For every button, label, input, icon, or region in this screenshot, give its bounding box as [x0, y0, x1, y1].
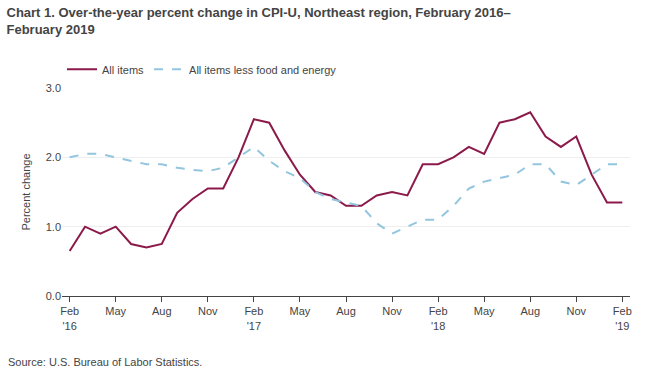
- svg-text:1.0: 1.0: [46, 221, 61, 233]
- svg-text:Nov: Nov: [198, 305, 218, 317]
- svg-text:May: May: [290, 305, 311, 317]
- svg-text:Feb'16: Feb'16: [60, 305, 79, 331]
- svg-text:May: May: [105, 305, 126, 317]
- svg-text:Feb'19: Feb'19: [613, 305, 632, 331]
- svg-text:Chart 1. Over-the-year percent: Chart 1. Over-the-year percent change in…: [7, 5, 511, 37]
- svg-text:2.0: 2.0: [46, 151, 61, 163]
- svg-text:All items: All items: [102, 64, 144, 76]
- svg-text:3.0: 3.0: [46, 82, 61, 94]
- svg-text:Aug: Aug: [520, 305, 540, 317]
- svg-text:Percent change: Percent change: [20, 153, 32, 230]
- svg-text:Feb'18: Feb'18: [429, 305, 448, 331]
- svg-text:Source: U.S. Bureau of Labor S: Source: U.S. Bureau of Labor Statistics.: [8, 356, 202, 368]
- svg-text:Nov: Nov: [566, 305, 586, 317]
- svg-text:Feb'17: Feb'17: [244, 305, 263, 331]
- svg-text:All items less food and energy: All items less food and energy: [189, 64, 336, 76]
- svg-text:Aug: Aug: [336, 305, 356, 317]
- svg-text:Nov: Nov: [382, 305, 402, 317]
- svg-text:Aug: Aug: [152, 305, 172, 317]
- svg-text:May: May: [474, 305, 495, 317]
- svg-text:0.0: 0.0: [46, 290, 61, 302]
